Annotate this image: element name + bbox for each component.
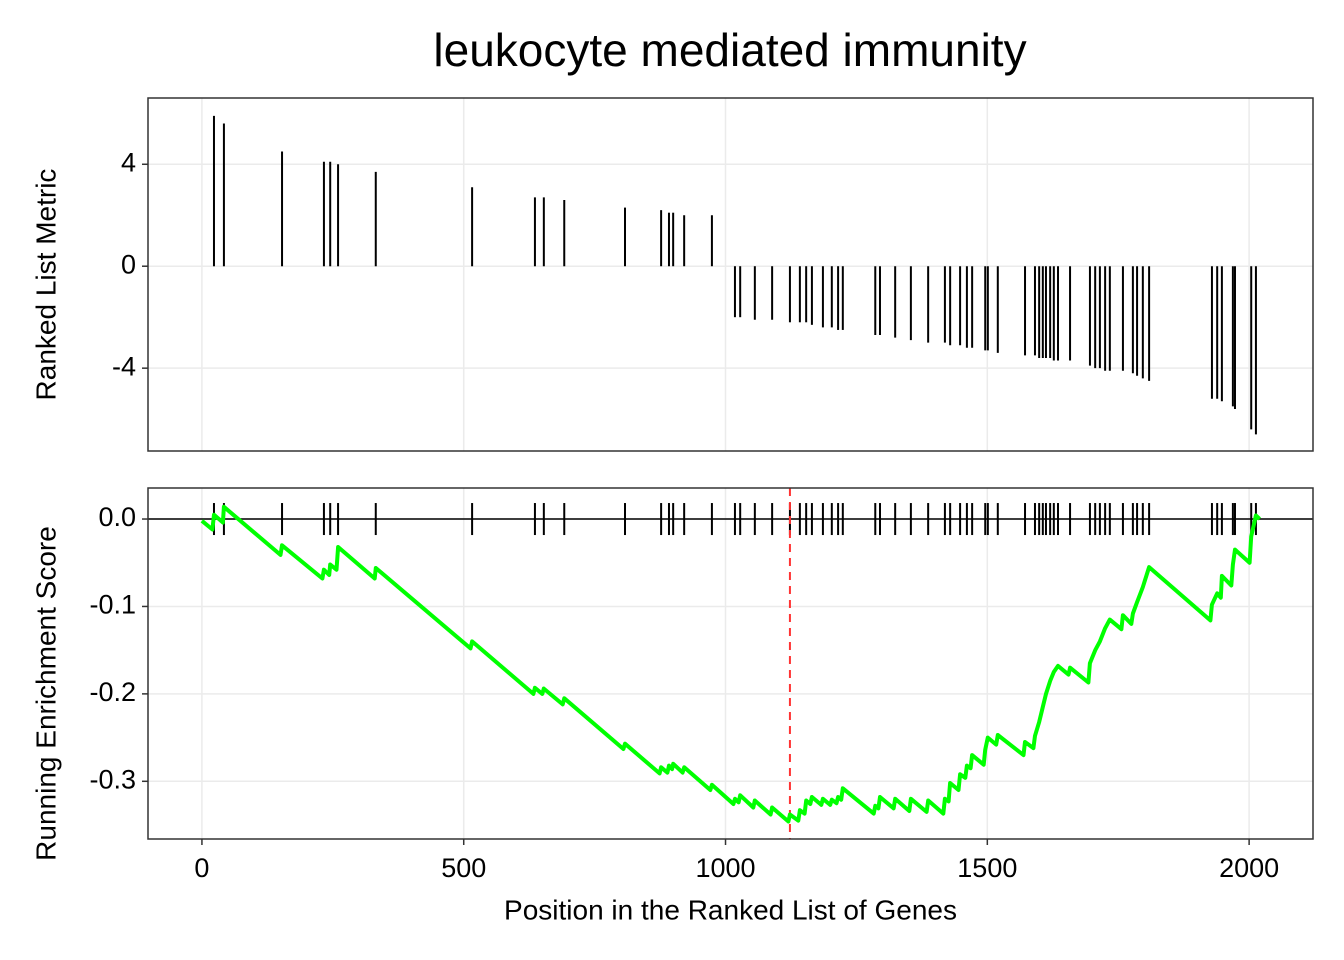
running-score-line bbox=[200, 504, 1261, 824]
y-tick-label: -0.3 bbox=[89, 764, 136, 794]
x-tick-label: 2000 bbox=[1219, 853, 1279, 883]
y-tick-label: 4 bbox=[121, 147, 136, 177]
x-axis-label: Position in the Ranked List of Genes bbox=[504, 894, 957, 925]
y-tick-label: -0.2 bbox=[89, 677, 136, 707]
panel-border bbox=[147, 487, 1314, 840]
panel-border bbox=[147, 97, 1314, 452]
chart-title: leukocyte mediated immunity bbox=[433, 24, 1026, 76]
x-tick-label: 1000 bbox=[695, 853, 755, 883]
x-tick-label: 500 bbox=[441, 853, 486, 883]
x-tick-label: 0 bbox=[194, 853, 209, 883]
x-tick-label: 1500 bbox=[957, 853, 1017, 883]
y-tick-label: -0.1 bbox=[89, 590, 136, 620]
y-tick-label: 0 bbox=[121, 249, 136, 279]
y-axis-label: Ranked List Metric bbox=[30, 169, 61, 401]
y-axis-label: Running Enrichment Score bbox=[30, 526, 61, 861]
y-tick-label: -4 bbox=[112, 351, 136, 381]
y-tick-label: 0.0 bbox=[98, 502, 136, 532]
